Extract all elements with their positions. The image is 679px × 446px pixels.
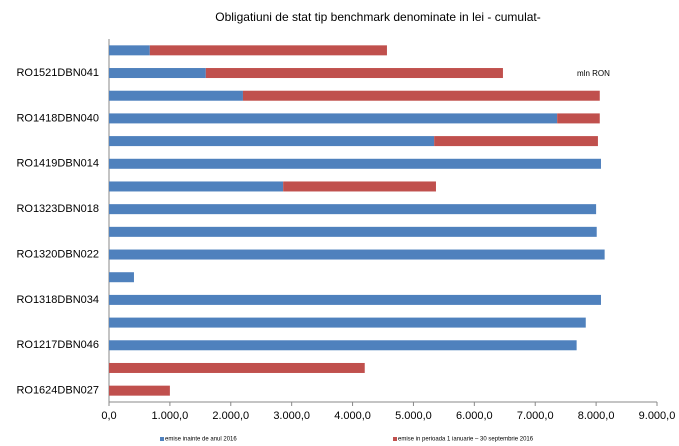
x-tick-label: 6.000,0 xyxy=(456,410,493,422)
bar-segment xyxy=(109,158,601,169)
bar-segment xyxy=(242,90,600,101)
bar-segment xyxy=(109,68,206,79)
y-tick-label: RO1521DBN041 xyxy=(16,67,99,79)
legend-swatch xyxy=(393,437,397,441)
bar-segment xyxy=(109,249,605,260)
bar-segment xyxy=(557,113,600,124)
legend-swatch xyxy=(160,437,164,441)
x-tick-label: 7.000,0 xyxy=(517,410,554,422)
legend-label: emise in perioada 1 ianuarie – 30 septem… xyxy=(398,437,534,443)
x-tick-label: 1.000,0 xyxy=(152,410,189,422)
x-tick-label: 3.000,0 xyxy=(273,410,310,422)
y-tick-label: RO1418DBN040 xyxy=(16,112,99,124)
bar-segment xyxy=(109,340,577,351)
y-tick-label: RO1624DBN027 xyxy=(16,385,99,397)
x-tick-label: 5.000,0 xyxy=(395,410,432,422)
bar-segment xyxy=(109,136,435,147)
bar-segment xyxy=(109,226,597,237)
y-tick-label: RO1318DBN034 xyxy=(16,294,99,306)
x-tick-label: 4.000,0 xyxy=(334,410,371,422)
annotation: mln RON xyxy=(577,69,610,78)
bar-segment xyxy=(109,385,170,396)
y-tick-label: RO1320DBN022 xyxy=(16,248,99,260)
bar-segment xyxy=(149,45,387,56)
chart-title: Obligatiuni de stat tip benchmark denomi… xyxy=(215,10,541,24)
bar-segment xyxy=(109,204,597,215)
bar-segment xyxy=(109,362,365,373)
bar-segment xyxy=(109,272,134,283)
x-tick-label: 8.000,0 xyxy=(578,410,615,422)
y-tick-label: RO1217DBN046 xyxy=(16,339,99,351)
x-tick-label: 0,0 xyxy=(101,410,116,422)
bar-segment xyxy=(109,181,284,192)
bar-segment xyxy=(283,181,436,192)
bar-segment xyxy=(109,90,243,101)
y-tick-label: RO1419DBN014 xyxy=(16,158,99,170)
bar-segment xyxy=(109,294,601,305)
x-tick-label: 9.000,0 xyxy=(639,410,676,422)
bar-segment xyxy=(434,136,598,147)
bar-segment xyxy=(205,68,503,79)
bar-segment xyxy=(109,45,150,56)
bar-segment xyxy=(109,317,586,328)
x-tick-label: 2.000,0 xyxy=(212,410,249,422)
bar-segment xyxy=(109,113,558,124)
y-tick-label: RO1323DBN018 xyxy=(16,203,99,215)
legend-label: emise inainte de anul 2016 xyxy=(165,437,237,443)
